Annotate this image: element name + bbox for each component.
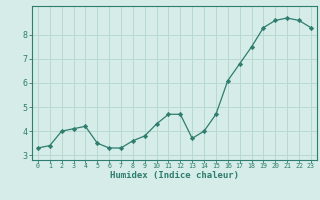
X-axis label: Humidex (Indice chaleur): Humidex (Indice chaleur) [110,171,239,180]
